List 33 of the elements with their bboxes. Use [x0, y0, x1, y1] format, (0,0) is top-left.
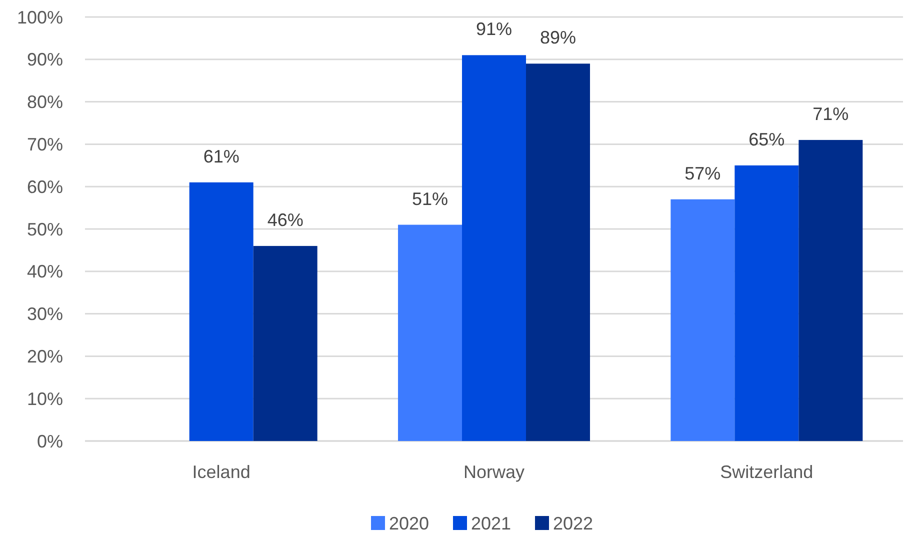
text: 65% [748, 129, 785, 150]
y-tick-label: 40% [26, 262, 63, 282]
y-tick-label: 90% [26, 50, 63, 70]
legend-label: 2022 [553, 513, 594, 534]
bar [670, 199, 735, 441]
text: 57% [684, 163, 721, 184]
legend-label: 2020 [389, 513, 430, 534]
bar [734, 165, 799, 441]
y-tick-label: 10% [26, 388, 63, 409]
bar [798, 140, 863, 441]
y-tick-label: 0% [36, 431, 63, 452]
bar [189, 182, 254, 441]
bar [462, 55, 526, 441]
y-tick-label: 80% [26, 92, 63, 112]
text: 89% [540, 28, 576, 48]
y-tick-label: 50% [26, 219, 63, 240]
legend-label: 2021 [471, 513, 512, 534]
y-tick-label: 100% [16, 7, 63, 28]
x-tick-label: Norway [463, 462, 525, 482]
bar [253, 246, 318, 441]
text: 61% [203, 146, 240, 166]
y-tick-label: 70% [26, 134, 63, 154]
text: 71% [812, 104, 849, 124]
y-tick-label: 60% [26, 176, 63, 197]
bar [526, 64, 590, 441]
x-tick-label: Iceland [192, 462, 250, 482]
text: 46% [267, 210, 304, 230]
y-tick-label: 30% [26, 304, 63, 324]
text: 91% [476, 19, 512, 40]
y-tick-label: 20% [26, 346, 63, 366]
bar [398, 224, 462, 441]
x-tick-label: Switzerland [720, 462, 814, 482]
text: 51% [412, 188, 448, 209]
